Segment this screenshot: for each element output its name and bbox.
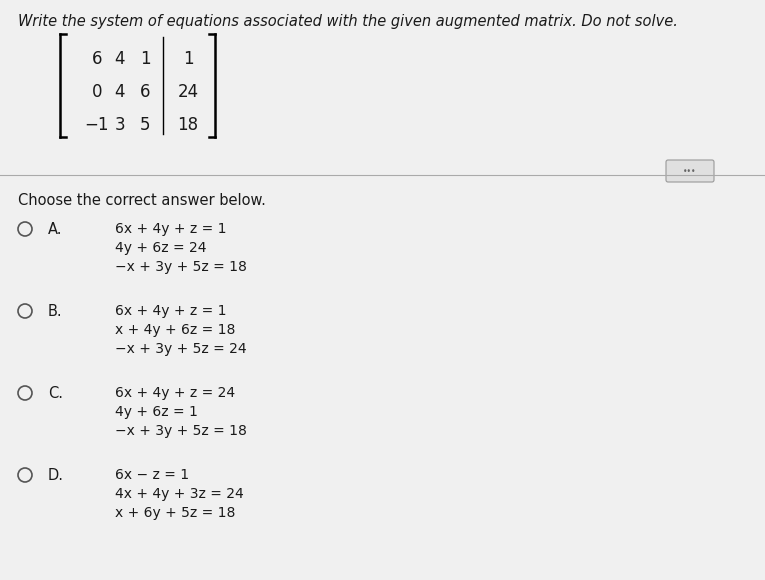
Circle shape xyxy=(18,304,32,318)
Text: Write the system of equations associated with the given augmented matrix. Do not: Write the system of equations associated… xyxy=(18,14,678,29)
Circle shape xyxy=(18,222,32,236)
Text: 24: 24 xyxy=(177,83,199,101)
Text: x + 6y + 5z = 18: x + 6y + 5z = 18 xyxy=(115,506,236,520)
Text: 6x − z = 1: 6x − z = 1 xyxy=(115,468,189,482)
Text: B.: B. xyxy=(48,304,63,319)
Text: −1: −1 xyxy=(85,116,109,134)
Circle shape xyxy=(18,468,32,482)
Text: x + 4y + 6z = 18: x + 4y + 6z = 18 xyxy=(115,323,236,337)
Text: 4x + 4y + 3z = 24: 4x + 4y + 3z = 24 xyxy=(115,487,244,501)
Text: •••: ••• xyxy=(683,166,697,176)
Text: 5: 5 xyxy=(140,116,150,134)
Text: 4: 4 xyxy=(115,83,125,101)
Text: 4y + 6z = 24: 4y + 6z = 24 xyxy=(115,241,207,255)
Text: D.: D. xyxy=(48,468,64,483)
Text: 6x + 4y + z = 1: 6x + 4y + z = 1 xyxy=(115,222,226,236)
Text: Choose the correct answer below.: Choose the correct answer below. xyxy=(18,193,266,208)
Text: 6x + 4y + z = 24: 6x + 4y + z = 24 xyxy=(115,386,235,400)
Text: 0: 0 xyxy=(92,83,103,101)
Text: −x + 3y + 5z = 18: −x + 3y + 5z = 18 xyxy=(115,260,247,274)
Text: 4: 4 xyxy=(115,50,125,68)
Text: −x + 3y + 5z = 18: −x + 3y + 5z = 18 xyxy=(115,424,247,438)
Text: 6: 6 xyxy=(92,50,103,68)
Text: C.: C. xyxy=(48,386,63,401)
Text: 4y + 6z = 1: 4y + 6z = 1 xyxy=(115,405,198,419)
Text: 1: 1 xyxy=(183,50,194,68)
Text: −x + 3y + 5z = 24: −x + 3y + 5z = 24 xyxy=(115,342,246,356)
Text: 6x + 4y + z = 1: 6x + 4y + z = 1 xyxy=(115,304,226,318)
Text: 18: 18 xyxy=(177,116,199,134)
FancyBboxPatch shape xyxy=(666,160,714,182)
Text: 6: 6 xyxy=(140,83,150,101)
Circle shape xyxy=(18,386,32,400)
Text: A.: A. xyxy=(48,222,63,237)
Text: 3: 3 xyxy=(115,116,125,134)
Text: 1: 1 xyxy=(140,50,150,68)
